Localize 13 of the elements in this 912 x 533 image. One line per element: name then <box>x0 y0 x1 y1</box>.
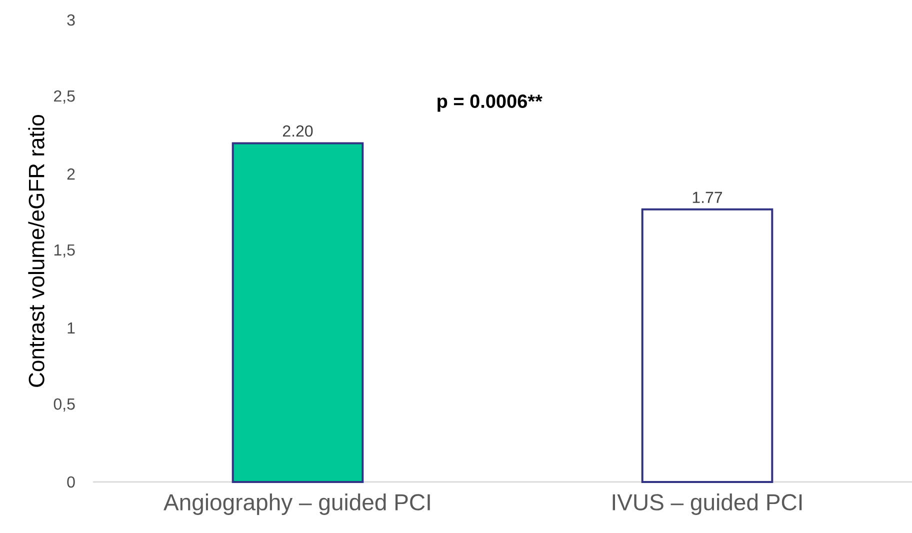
y-tick-label: 3 <box>67 14 75 26</box>
x-tick-label: Angiography – guided PCI <box>164 494 430 515</box>
data-label: 1.77 <box>692 192 722 203</box>
y-tick-label: 0,5 <box>54 398 75 412</box>
y-tick-label: 2,5 <box>54 90 75 104</box>
y-tick-label: 2 <box>67 168 75 180</box>
y-tick-label: 1 <box>68 322 75 334</box>
x-tick-label: IVUS – guided PCI <box>612 494 802 515</box>
annotation: p = 0.0006** <box>438 94 542 112</box>
y-axis-title: Contrast volume/eGFR ratio <box>28 115 44 387</box>
y-tick-label: 0 <box>67 476 75 488</box>
data-label: 2.20 <box>282 125 313 137</box>
y-tick-label: 1,5 <box>54 244 75 258</box>
